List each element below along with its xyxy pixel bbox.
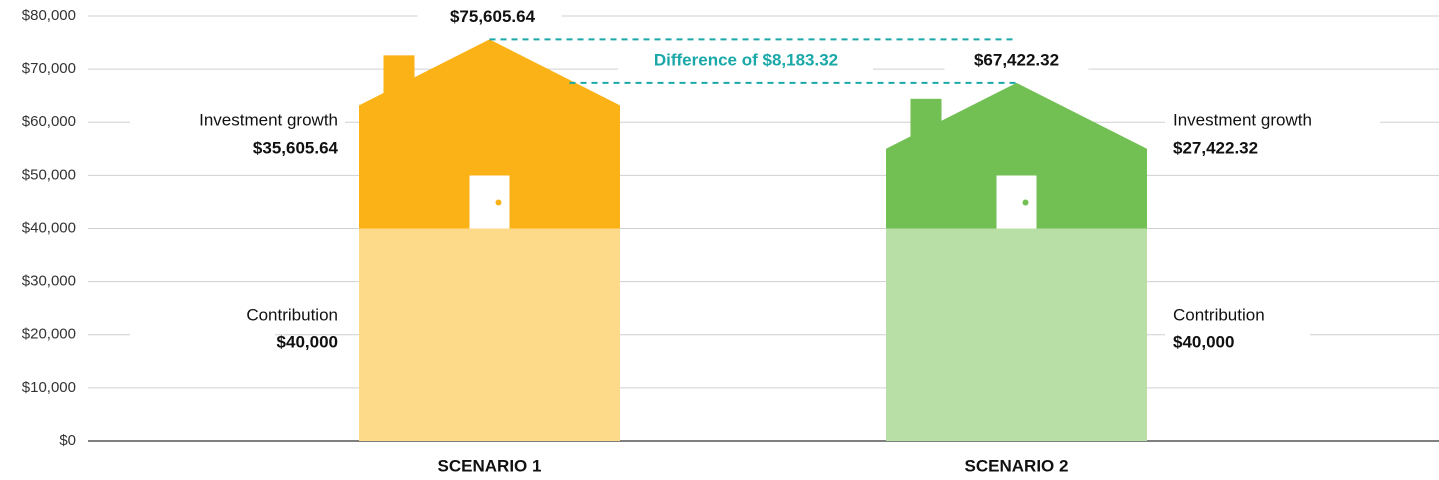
door-knob: [496, 200, 502, 206]
value-label: $35,605.64: [253, 138, 339, 157]
door: [470, 176, 510, 229]
x-tick-label: SCENARIO 1: [438, 456, 542, 475]
total-label: $75,605.64: [450, 7, 536, 26]
total-label: $67,422.32: [974, 50, 1059, 69]
y-tick-label: $50,000: [22, 166, 76, 183]
x-tick-label: SCENARIO 2: [965, 456, 1069, 475]
series-label: Contribution: [1173, 305, 1265, 324]
contribution-bar: [886, 229, 1147, 442]
series-label: Investment growth: [1173, 110, 1312, 129]
door: [997, 176, 1037, 229]
y-tick-label: $0: [59, 432, 76, 449]
y-tick-label: $20,000: [22, 326, 76, 343]
door-knob: [1023, 200, 1029, 206]
series-label: Investment growth: [199, 110, 338, 129]
contribution-bar: [359, 229, 620, 442]
value-label: $27,422.32: [1173, 138, 1258, 157]
value-label: $40,000: [1173, 332, 1234, 351]
y-tick-label: $60,000: [22, 113, 76, 130]
y-tick-label: $40,000: [22, 219, 76, 236]
value-label: $40,000: [277, 332, 338, 351]
y-tick-label: $10,000: [22, 379, 76, 396]
y-tick-label: $80,000: [22, 7, 76, 24]
y-tick-label: $30,000: [22, 273, 76, 290]
page: $0 $10,000 $20,000 $30,000 $40,000 $50,000 $60…: [0, 0, 1439, 480]
difference-label: Difference of $8,183.32: [654, 51, 838, 70]
chart: $0 $10,000 $20,000 $30,000 $40,000 $50,000 $60…: [0, 0, 1439, 480]
series-label: Contribution: [246, 305, 338, 324]
y-tick-label: $70,000: [22, 60, 76, 77]
